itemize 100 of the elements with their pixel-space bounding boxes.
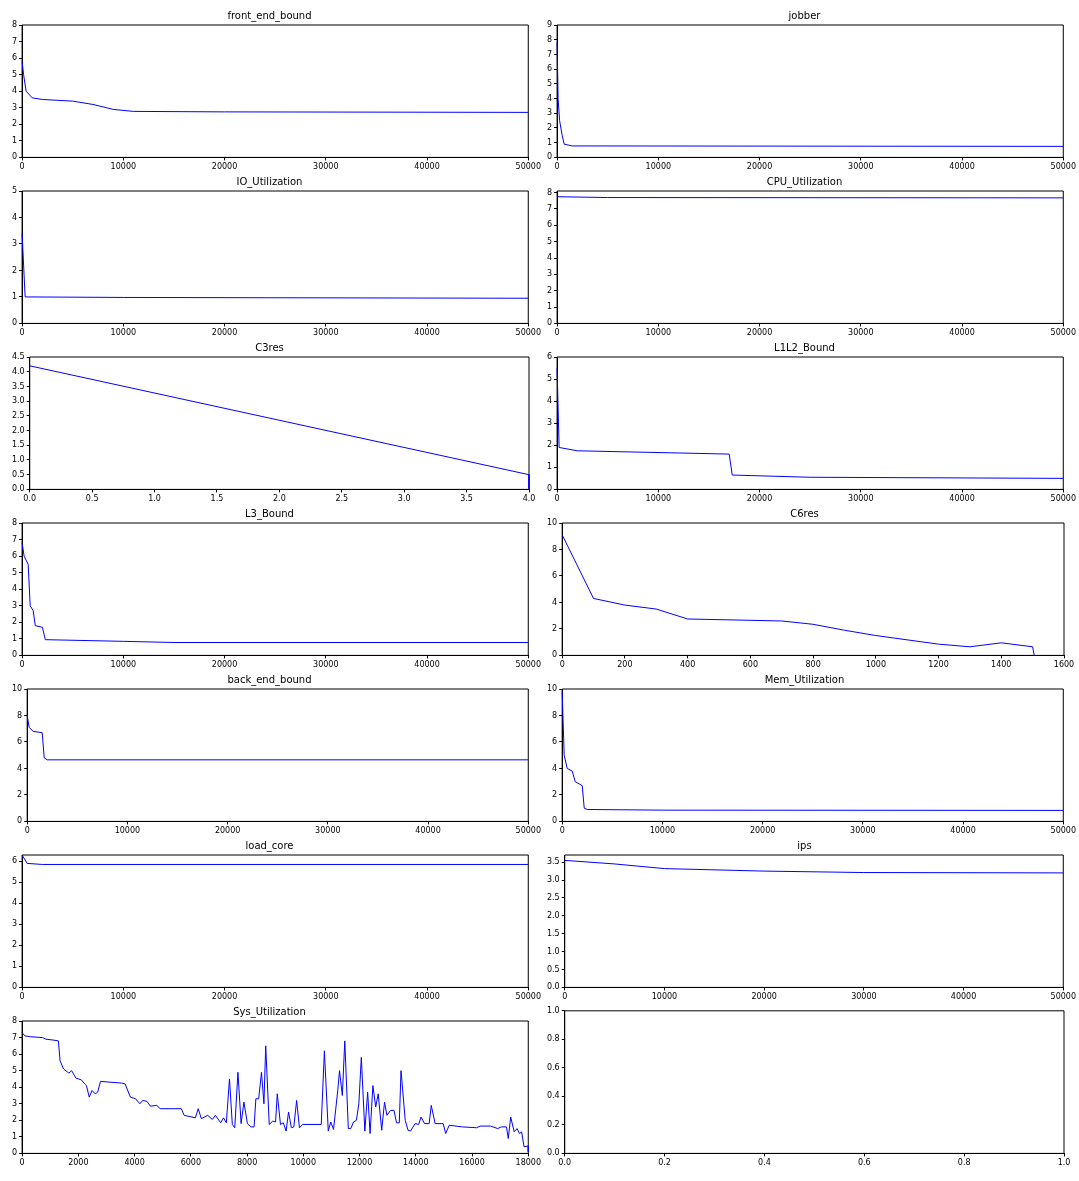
y-tick-label: 4 xyxy=(552,763,558,773)
y-tick-label: 6 xyxy=(12,53,18,63)
x-tick-label: 1200 xyxy=(928,660,949,670)
x-tick-label: 50000 xyxy=(515,162,541,172)
y-tick-label: 3 xyxy=(12,600,18,610)
chart-title: ips xyxy=(797,839,812,851)
y-tick-label: 1.0 xyxy=(11,455,25,465)
x-tick-label: 0 xyxy=(562,992,568,1002)
y-tick-label: 7 xyxy=(12,534,18,544)
chart-title: jobber xyxy=(787,9,822,21)
x-tick-label: 10000 xyxy=(110,660,137,670)
x-tick-label: 2.0 xyxy=(272,494,286,504)
y-tick-label: 2.5 xyxy=(546,893,560,903)
y-tick-label: 2 xyxy=(547,440,553,450)
y-tick-label: 1 xyxy=(12,135,18,145)
y-tick-label: 3.0 xyxy=(546,875,560,885)
x-tick-label: 30000 xyxy=(848,328,874,338)
y-tick-label: 1.5 xyxy=(11,440,25,450)
chart-title: L3_Bound xyxy=(245,507,294,520)
y-tick-label: 6 xyxy=(12,551,18,561)
x-tick-label: 3.0 xyxy=(397,494,411,504)
y-tick-label: 6 xyxy=(552,571,558,581)
x-tick-label: 30000 xyxy=(315,826,341,836)
y-tick-label: 8 xyxy=(547,34,553,44)
x-tick-label: 10000 xyxy=(110,992,137,1002)
y-tick-label: 7 xyxy=(12,1032,18,1042)
y-tick-label: 3.5 xyxy=(546,857,560,867)
x-tick-label: 10000 xyxy=(645,328,672,338)
x-tick-label: 30000 xyxy=(848,494,874,504)
x-tick-label: 4000 xyxy=(124,1158,145,1168)
y-tick-label: 9 xyxy=(547,20,553,30)
x-tick-label: 1400 xyxy=(991,660,1012,670)
y-tick-label: 1.0 xyxy=(546,946,560,956)
x-tick-label: 20000 xyxy=(746,162,773,172)
y-tick-label: 1 xyxy=(547,137,553,147)
x-tick-label: 20000 xyxy=(211,992,238,1002)
chart-title: L1L2_Bound xyxy=(774,341,835,354)
x-tick-label: 30000 xyxy=(848,162,874,172)
y-tick-label: 8 xyxy=(547,187,553,197)
x-tick-label: 18000 xyxy=(515,1158,541,1168)
y-tick-label: 3.5 xyxy=(11,381,25,391)
x-tick-label: 10000 xyxy=(645,494,672,504)
x-tick-label: 10000 xyxy=(645,162,672,172)
x-tick-label: 50000 xyxy=(515,328,541,338)
y-tick-label: 0.0 xyxy=(11,484,25,494)
x-tick-label: 40000 xyxy=(949,328,975,338)
x-tick-label: 2000 xyxy=(68,1158,89,1168)
y-tick-label: 0.5 xyxy=(11,469,25,479)
y-tick-label: 1 xyxy=(12,1131,18,1141)
chart-title: C6res xyxy=(790,507,819,519)
x-tick-label: 10000 xyxy=(114,826,141,836)
y-tick-label: 0.6 xyxy=(546,1062,560,1072)
x-tick-label: 20000 xyxy=(746,328,773,338)
x-tick-label: 40000 xyxy=(949,494,975,504)
x-tick-label: 30000 xyxy=(313,660,339,670)
chart-title: CPU_Utilization xyxy=(766,175,843,188)
y-tick-label: 0.4 xyxy=(546,1091,560,1101)
x-tick-label: 10000 xyxy=(110,328,137,338)
y-tick-label: 8 xyxy=(12,20,18,30)
x-tick-label: 800 xyxy=(805,660,821,670)
x-tick-label: 10000 xyxy=(649,826,676,836)
x-tick-label: 50000 xyxy=(515,826,541,836)
y-tick-label: 0 xyxy=(17,816,23,826)
y-tick-label: 4 xyxy=(12,1082,18,1092)
x-tick-label: 20000 xyxy=(749,826,776,836)
x-tick-label: 40000 xyxy=(950,826,976,836)
y-tick-label: 4 xyxy=(17,763,23,773)
chart-title: IO_Utilization xyxy=(236,175,303,188)
y-tick-label: 3 xyxy=(547,108,553,118)
y-tick-label: 0 xyxy=(547,484,553,494)
y-tick-label: 1 xyxy=(12,292,18,301)
y-tick-label: 5 xyxy=(547,236,553,246)
x-tick-label: 50000 xyxy=(515,660,541,670)
x-tick-label: 30000 xyxy=(313,162,339,172)
y-tick-label: 4 xyxy=(12,212,18,222)
chart-title: back_end_bound xyxy=(227,673,312,686)
y-tick-label: 4.0 xyxy=(11,366,25,376)
y-tick-label: 2.0 xyxy=(11,425,25,435)
y-tick-label: 5 xyxy=(12,186,18,196)
y-tick-label: 8 xyxy=(12,1016,18,1026)
y-tick-label: 7 xyxy=(547,204,553,214)
y-tick-label: 8 xyxy=(552,710,558,720)
x-tick-label: 1000 xyxy=(865,660,886,670)
x-tick-label: 10000 xyxy=(110,162,137,172)
y-tick-label: 0 xyxy=(12,152,18,162)
x-tick-label: 30000 xyxy=(850,826,876,836)
x-tick-label: 1.0 xyxy=(1057,1158,1071,1168)
y-tick-label: 7 xyxy=(12,36,18,46)
x-tick-label: 30000 xyxy=(851,992,877,1002)
y-tick-label: 6 xyxy=(12,1049,18,1059)
x-tick-label: 10000 xyxy=(290,1158,317,1168)
y-tick-label: 2 xyxy=(547,123,553,133)
y-tick-label: 2 xyxy=(12,265,18,275)
y-tick-label: 1 xyxy=(547,462,553,472)
x-tick-label: 40000 xyxy=(414,992,440,1002)
y-tick-label: 6 xyxy=(547,64,553,74)
x-tick-label: 40000 xyxy=(415,826,441,836)
y-tick-label: 0 xyxy=(552,816,558,826)
y-tick-label: 4 xyxy=(12,898,18,908)
y-tick-label: 0 xyxy=(547,152,553,162)
